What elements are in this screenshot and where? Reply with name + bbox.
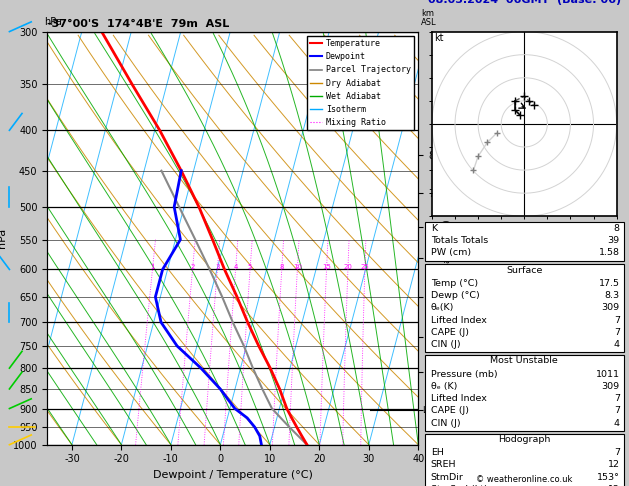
Text: hPa: hPa	[44, 17, 62, 27]
Text: 5: 5	[248, 264, 252, 270]
Text: 08.05.2024  06GMT  (Base: 06): 08.05.2024 06GMT (Base: 06)	[428, 0, 621, 5]
Text: EH: EH	[431, 448, 443, 457]
FancyBboxPatch shape	[425, 223, 624, 261]
Text: 309: 309	[601, 382, 620, 391]
Text: © weatheronline.co.uk: © weatheronline.co.uk	[476, 474, 572, 484]
Text: CAPE (J): CAPE (J)	[431, 406, 469, 416]
Text: kt: kt	[434, 33, 443, 43]
X-axis label: Dewpoint / Temperature (°C): Dewpoint / Temperature (°C)	[153, 470, 313, 480]
Text: 2: 2	[191, 264, 194, 270]
Text: 153°: 153°	[597, 473, 620, 482]
Text: Totals Totals: Totals Totals	[431, 236, 488, 245]
Text: 8: 8	[279, 264, 284, 270]
Text: 4: 4	[233, 264, 238, 270]
Text: θₑ (K): θₑ (K)	[431, 382, 457, 391]
Text: 1.58: 1.58	[599, 248, 620, 257]
Text: CIN (J): CIN (J)	[431, 340, 460, 349]
Text: 8.3: 8.3	[604, 291, 620, 300]
Text: Lifted Index: Lifted Index	[431, 315, 487, 325]
Text: 7: 7	[614, 315, 620, 325]
Text: 3: 3	[215, 264, 220, 270]
Text: CIN (J): CIN (J)	[431, 418, 460, 428]
Text: K: K	[431, 224, 437, 233]
Text: SREH: SREH	[431, 460, 456, 469]
Text: -37°00'S  174°4B'E  79m  ASL: -37°00'S 174°4B'E 79m ASL	[47, 19, 230, 30]
FancyBboxPatch shape	[425, 434, 624, 486]
Text: 10: 10	[293, 264, 302, 270]
Text: StmDir: StmDir	[431, 473, 464, 482]
Text: 309: 309	[601, 303, 620, 312]
Text: Pressure (mb): Pressure (mb)	[431, 370, 498, 379]
FancyBboxPatch shape	[425, 264, 624, 352]
Text: 7: 7	[614, 448, 620, 457]
Text: 8: 8	[614, 224, 620, 233]
Text: 1: 1	[150, 264, 155, 270]
Text: 7: 7	[614, 328, 620, 337]
Legend: Temperature, Dewpoint, Parcel Trajectory, Dry Adiabat, Wet Adiabat, Isotherm, Mi: Temperature, Dewpoint, Parcel Trajectory…	[306, 36, 414, 130]
Text: 39: 39	[608, 236, 620, 245]
Text: km
ASL: km ASL	[421, 9, 437, 27]
Text: Most Unstable: Most Unstable	[491, 356, 558, 365]
Text: PW (cm): PW (cm)	[431, 248, 471, 257]
Text: 7: 7	[614, 406, 620, 416]
Y-axis label: hPa: hPa	[0, 228, 8, 248]
Text: 20: 20	[343, 264, 352, 270]
Text: 15: 15	[322, 264, 331, 270]
Text: Dewp (°C): Dewp (°C)	[431, 291, 479, 300]
Text: 1011: 1011	[596, 370, 620, 379]
Text: 4: 4	[614, 340, 620, 349]
Text: LCL: LCL	[422, 406, 437, 415]
Text: 17.5: 17.5	[599, 279, 620, 288]
Text: θₑ(K): θₑ(K)	[431, 303, 454, 312]
Text: Surface: Surface	[506, 265, 542, 275]
Text: StmSpd (kt): StmSpd (kt)	[431, 485, 487, 486]
Text: Temp (°C): Temp (°C)	[431, 279, 478, 288]
Text: Hodograph: Hodograph	[498, 435, 550, 444]
Text: 4: 4	[614, 418, 620, 428]
Text: 12: 12	[608, 485, 620, 486]
Text: 25: 25	[360, 264, 369, 270]
Text: CAPE (J): CAPE (J)	[431, 328, 469, 337]
Text: Lifted Index: Lifted Index	[431, 394, 487, 403]
FancyBboxPatch shape	[425, 355, 624, 431]
Text: 12: 12	[608, 460, 620, 469]
Text: 7: 7	[614, 394, 620, 403]
Text: Mixing Ratio (g/kg): Mixing Ratio (g/kg)	[443, 219, 452, 298]
